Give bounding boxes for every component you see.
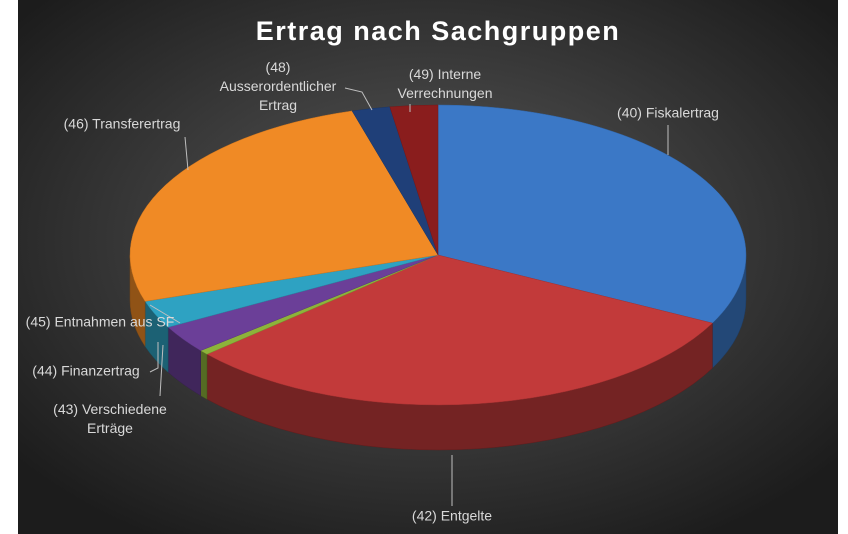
- label-line: (49) Interne: [409, 66, 482, 82]
- leader-line: [184, 136, 189, 171]
- leader-line: [344, 87, 373, 111]
- leader-line: [149, 342, 159, 373]
- chart-title: Ertrag nach Sachgruppen: [256, 16, 621, 46]
- slice-top: [129, 110, 439, 302]
- leader-line: [149, 304, 181, 324]
- label-line: Ausserordentlicher: [220, 78, 337, 94]
- leader-line: [159, 344, 164, 397]
- slice-label: (49) Interne Verrechnungen: [398, 66, 493, 101]
- label-line: (43) Verschiedene: [53, 401, 167, 417]
- label-line: Erträge: [87, 420, 133, 436]
- label-line: Verrechnungen: [398, 85, 493, 101]
- slice-label: (42) Entgelte: [412, 508, 492, 524]
- slice-label: (48) Ausserordentlicher Ertrag: [220, 59, 337, 113]
- label-line: Ertrag: [259, 97, 297, 113]
- slice-top: [206, 254, 713, 406]
- slice: [437, 104, 747, 369]
- slice-label: (46) Transferertrag: [64, 116, 181, 132]
- slice: [129, 110, 439, 348]
- slice-top: [437, 104, 747, 324]
- slice-label: (40) Fiskalertrag: [617, 105, 719, 121]
- slice-side: [200, 350, 208, 400]
- label-line: (48): [266, 59, 291, 75]
- slice-label: (45) Entnahmen aus SF: [26, 314, 175, 330]
- slice: [389, 104, 439, 256]
- slice-top: [389, 104, 439, 256]
- slice-label: (44) Finanzertrag: [32, 363, 139, 379]
- slice-label: (43) Verschiedene Erträge: [53, 401, 167, 436]
